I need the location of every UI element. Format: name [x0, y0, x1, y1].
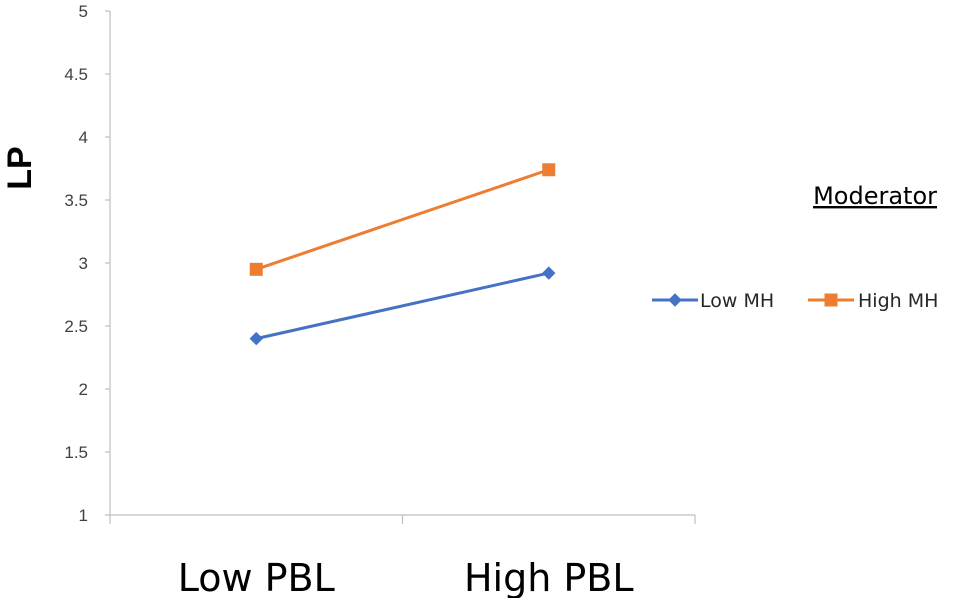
y-tick-label: 2 [79, 380, 88, 399]
legend-swatch-marker [668, 293, 682, 307]
data-point [249, 331, 263, 346]
y-tick-label: 1.5 [64, 443, 88, 462]
legend-label: High MH [858, 290, 938, 312]
series-line [255, 168, 550, 271]
y-tick-label: 4 [79, 128, 88, 147]
x-category-label: Low PBL [178, 556, 335, 598]
y-tick-label: 2.5 [64, 317, 88, 336]
data-point [542, 163, 556, 177]
y-axis-label: LP [1, 146, 39, 189]
y-tick-label: 4.5 [64, 65, 88, 84]
legend: Low MH High MH [652, 290, 938, 312]
series-group [249, 163, 556, 346]
axes: 1 1.5 2 2.5 3 3.5 4 4.5 5 Low PBL High PBL [64, 2, 696, 598]
legend-entry: High MH [808, 290, 938, 312]
series-line [255, 271, 550, 341]
y-tick-label: 1 [79, 506, 88, 525]
legend-swatch-marker [824, 293, 838, 307]
legend-entry: Low MH [652, 290, 774, 312]
legend-label: Low MH [700, 290, 774, 312]
data-point [249, 262, 263, 276]
y-tick-label: 5 [79, 2, 88, 21]
y-tick-label: 3.5 [64, 191, 88, 210]
legend-title: Moderator [813, 182, 937, 210]
y-tick-label: 3 [79, 254, 88, 273]
x-category-label: High PBL [464, 556, 634, 598]
data-point [542, 266, 556, 280]
